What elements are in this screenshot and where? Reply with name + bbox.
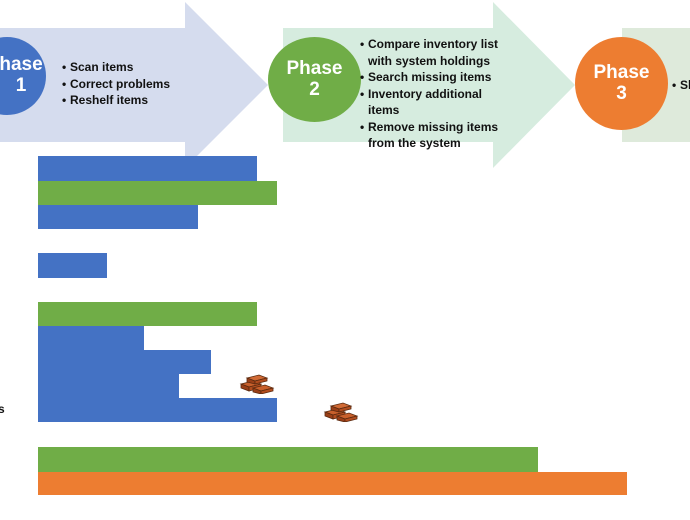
list-item: Search missing items [360,69,510,86]
phase-3-title: Phase [593,61,650,83]
list-item: Correct problems [62,76,192,93]
list-item: Scan items [62,59,192,76]
list-item: Compare inventory list with system holdi… [360,36,510,69]
brick-pile-icon [239,374,275,394]
bar-0 [38,156,257,181]
phase-3-number: 3 [616,82,627,104]
edge-text: s [0,402,5,416]
phase-1-number: 1 [15,75,27,96]
phase-2-list: Compare inventory list with system holdi… [360,36,510,152]
bar-8 [38,472,627,495]
phase-3-list: Sh [672,77,690,94]
bar-6-step [38,398,277,422]
bar-6 [38,374,179,398]
bar-3 [38,253,107,278]
bar-5-step [38,350,211,374]
list-item: Remove missing items from the system [360,119,510,152]
phase-2-circle: Phase 2 [268,37,361,122]
brick-pile-icon [323,402,359,422]
bar-4 [38,302,257,326]
list-item: Reshelf items [62,92,192,109]
phase-3-circle: Phase 3 [575,37,668,130]
phase-2-number: 2 [309,78,320,100]
phase-2-title: Phase [286,57,343,79]
phase-1-list: Scan items Correct problems Reshelf item… [62,59,192,109]
phase-1-title: hase [0,54,43,76]
bar-7 [38,447,538,472]
bar-5 [38,326,144,350]
list-item: Inventory additional items [360,86,510,119]
bar-2 [38,205,198,229]
bar-1 [38,181,277,205]
list-item: Sh [672,77,690,94]
